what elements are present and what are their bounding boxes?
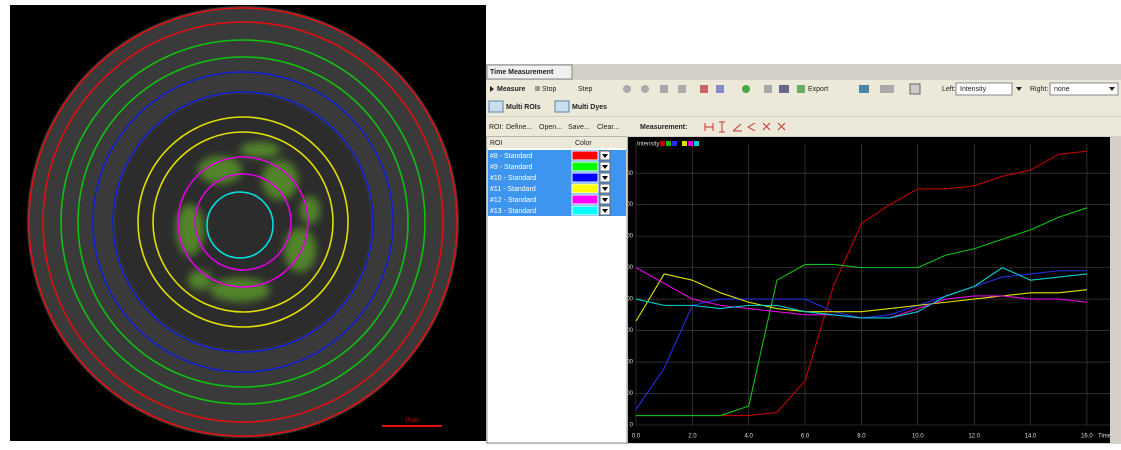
table-header: Color [575, 140, 592, 147]
microscopy-image: 10 µm [10, 5, 486, 441]
roi-name: #12 - Standard [490, 197, 536, 204]
legend-swatch [660, 141, 665, 146]
multi-dyes-button[interactable]: Multi Dyes [572, 104, 607, 111]
left-label: Left: [942, 86, 956, 93]
x-tick-label: 14.0 [1025, 434, 1037, 440]
roi-clear[interactable]: Clear... [597, 124, 619, 131]
measure-button[interactable]: Measure [497, 86, 526, 93]
roi-color [572, 173, 598, 182]
roi-color [572, 184, 598, 193]
roi-label: ROI: [489, 124, 503, 131]
roi-save[interactable]: Save... [568, 124, 590, 131]
x-tick-label: 10.0 [912, 434, 924, 440]
roi-color [572, 151, 598, 160]
stop-button[interactable]: Stop [542, 86, 557, 93]
table-header: ROI [490, 140, 503, 147]
right-label: Right: [1030, 86, 1048, 93]
export-button[interactable]: Export [808, 86, 828, 93]
panel-tab: Time Measurement [490, 69, 554, 76]
legend-swatch [666, 141, 671, 146]
legend-swatch [682, 141, 687, 146]
roi-name: #9 - Standard [490, 164, 533, 171]
right-select[interactable]: none [1054, 86, 1070, 93]
roi-define[interactable]: Define... [506, 124, 532, 131]
roi-name: #8 - Standard [490, 153, 533, 160]
measurement-label: Measurement: [640, 124, 687, 131]
x-tick-label: 0.0 [632, 434, 641, 440]
roi-color [572, 195, 598, 204]
roi-color [572, 162, 598, 171]
roi-table-rows: #8 - Standard #9 - Standard #10 - Standard… [488, 150, 626, 216]
step-button[interactable]: Step [578, 86, 593, 93]
plot-background [628, 137, 1110, 443]
roi-name: #11 - Standard [490, 186, 536, 193]
multi-rois-button[interactable]: Multi ROIs [506, 104, 541, 111]
x-tick-label: 2.0 [688, 434, 697, 440]
x-tick-label: 8.0 [857, 434, 866, 440]
screen: 10 µm Time Measurement Measure Stop Step… [0, 0, 1121, 445]
software-panel: Time Measurement Measure Stop Step Expor… [486, 64, 1121, 444]
page: {"scale_bar": "10 µm", "ui": {"panel_tit… [0, 0, 1121, 445]
roi-open[interactable]: Open... [539, 124, 562, 131]
y-axis-label: Intensity [637, 142, 659, 148]
roi-name: #13 - Standard [490, 208, 536, 215]
x-tick-label: 12.0 [968, 434, 980, 440]
x-tick-label: 6.0 [801, 434, 810, 440]
scale-bar-label: 10 µm [405, 417, 419, 423]
roi-color [572, 206, 598, 215]
legend-swatch [672, 141, 677, 146]
roi-name: #10 - Standard [490, 175, 536, 182]
left-select[interactable]: Intensity [960, 86, 987, 93]
legend-swatch [688, 141, 693, 146]
legend-swatch [694, 141, 699, 146]
x-tick-label: 16.0 [1081, 434, 1093, 440]
x-tick-label: 4.0 [745, 434, 754, 440]
